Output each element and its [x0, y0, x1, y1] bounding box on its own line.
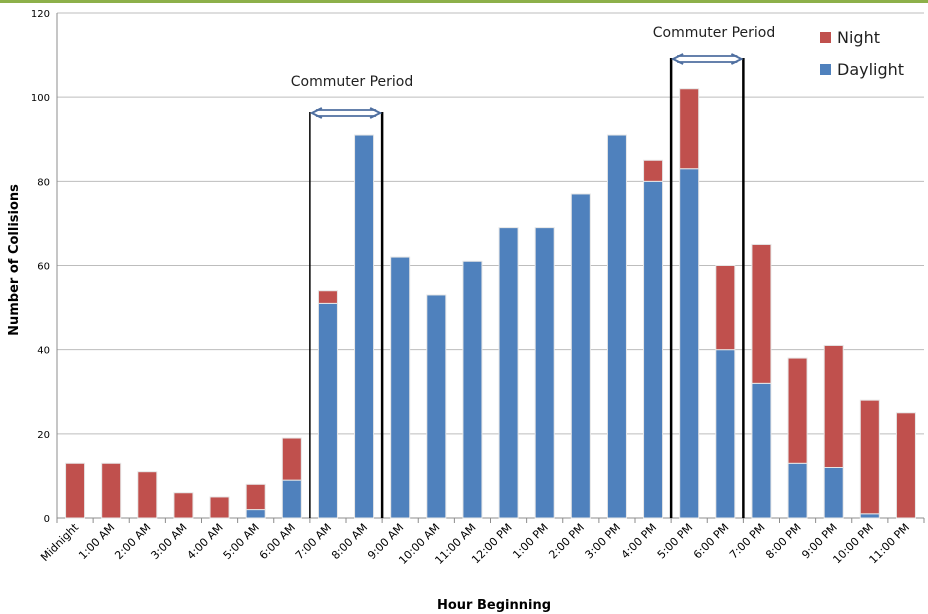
x-tick-label: 1:00 AM [76, 521, 117, 562]
bar-daylight [679, 168, 700, 519]
bar-night [317, 290, 338, 304]
bar-night [101, 462, 122, 519]
commuter-arrowhead [309, 107, 323, 119]
y-tick-label: 20 [37, 430, 50, 441]
bar-night [823, 344, 844, 469]
bar-daylight [462, 260, 483, 519]
bar-daylight [715, 349, 736, 519]
commuter-annotations: Commuter Period Commuter Period [291, 25, 775, 518]
bar-daylight [643, 180, 664, 519]
bar-night [715, 265, 736, 351]
bars [65, 88, 916, 519]
legend-night-swatch [820, 32, 831, 43]
legend-daylight-label: Daylight [837, 60, 904, 79]
bar-daylight [245, 509, 266, 519]
bar-daylight [354, 134, 375, 519]
x-tick-label: 5:00 AM [221, 521, 262, 562]
bar-night [281, 437, 302, 481]
x-axis-title: Hour Beginning [437, 598, 551, 613]
bar-night [895, 412, 916, 519]
gridlines [56, 12, 925, 523]
legend-daylight-swatch [820, 64, 831, 75]
bar-night [679, 88, 700, 170]
commuter-arrowhead [730, 53, 744, 65]
bar-night [643, 159, 664, 182]
bar-night [173, 492, 194, 519]
bar-night [137, 471, 158, 519]
bar-night [751, 243, 772, 384]
x-tick-label: Midnight [38, 520, 81, 563]
bar-night [787, 357, 808, 464]
y-axis-title: Number of Collisions [7, 184, 22, 336]
y-tick-labels: 0 20 40 60 80 100 120 [31, 9, 50, 525]
x-tick-label: 3:00 PM [583, 521, 624, 562]
bar-daylight [498, 227, 519, 519]
bar-night [859, 399, 880, 515]
x-tick-label: 4:00 PM [619, 521, 660, 562]
y-tick-label: 40 [37, 346, 50, 357]
commuter-arrowhead [670, 53, 684, 65]
x-tick-label: 8:00 AM [329, 521, 370, 562]
bar-night [209, 496, 230, 519]
bar-daylight [281, 479, 302, 519]
bar-daylight [570, 193, 591, 519]
x-tick-label: 4:00 AM [185, 521, 226, 562]
bar-daylight [317, 302, 338, 519]
legend-night-label: Night [837, 28, 880, 47]
commuter-period-label: Commuter Period [653, 25, 775, 41]
bar-daylight [606, 134, 627, 519]
x-tick-label: 8:00 PM [763, 521, 804, 562]
y-tick-label: 80 [37, 177, 50, 188]
x-tick-label: 5:00 PM [655, 521, 696, 562]
x-tick-label: 2:00 AM [112, 521, 153, 562]
bar-daylight [859, 513, 880, 519]
y-tick-label: 120 [31, 9, 50, 20]
bar-daylight [426, 294, 447, 519]
legend: Night Daylight [820, 28, 904, 79]
bar-daylight [787, 462, 808, 519]
y-tick-label: 60 [37, 262, 50, 273]
x-tick-label: 1:00 PM [510, 521, 551, 562]
x-tick-label: 6:00 AM [257, 521, 298, 562]
bar-night [65, 462, 86, 519]
bar-daylight [751, 382, 772, 519]
x-tick-label: 6:00 PM [691, 521, 732, 562]
commuter-period-label: Commuter Period [291, 74, 413, 90]
x-tick-label: 3:00 AM [148, 521, 189, 562]
x-tick-label: 7:00 AM [293, 521, 334, 562]
y-tick-label: 100 [31, 93, 50, 104]
x-tick-label: 2:00 PM [546, 521, 587, 562]
y-tick-label: 0 [44, 514, 50, 525]
top-rule [0, 0, 928, 3]
bar-daylight [390, 256, 411, 519]
bar-night [245, 483, 266, 511]
bar-daylight [534, 227, 555, 519]
x-tick-label: 7:00 PM [727, 521, 768, 562]
commuter-arrowhead [369, 107, 383, 119]
bar-daylight [823, 467, 844, 519]
